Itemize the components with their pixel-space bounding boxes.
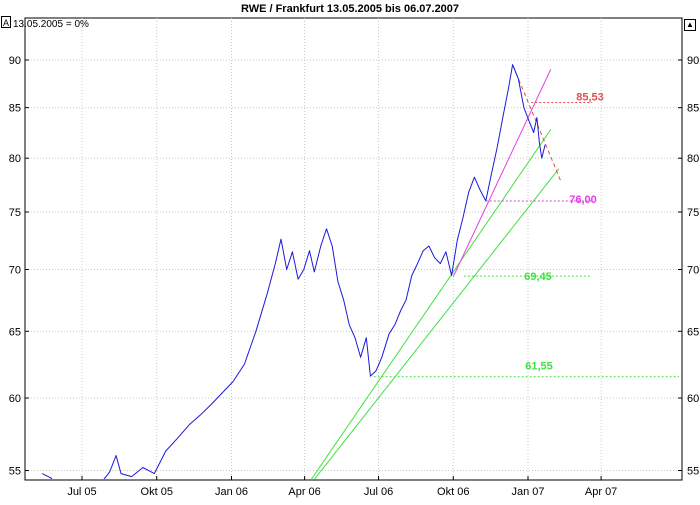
- plot-area: [24, 17, 683, 481]
- y-tick-label-right: 75: [687, 207, 699, 219]
- y-axis-right: 55 60 65 70 75 80 85 90: [678, 55, 699, 478]
- x-tick-label: Jan 07: [511, 486, 544, 498]
- trendline-2: [314, 168, 560, 479]
- level-label-1: 85,53: [576, 91, 604, 103]
- x-tick-label: Okt 05: [141, 486, 173, 498]
- level-lines: [373, 101, 680, 378]
- y-tick-label-left: 65: [9, 326, 21, 338]
- y-axis-left: 55 60 65 70 75 80 85 90: [9, 55, 29, 478]
- level-label-2: 76,00: [569, 194, 597, 206]
- chart-title: RWE / Frankfurt 13.05.2005 bis 06.07.200…: [241, 3, 459, 15]
- legend-note: 13.05.2005 = 0%: [13, 19, 89, 30]
- y-tick-label-left: 55: [9, 466, 21, 478]
- x-tick-label: Apr 06: [288, 486, 320, 498]
- y-tick-label-right: 60: [687, 393, 699, 405]
- x-tick-label: Jan 06: [215, 486, 248, 498]
- level-labels: 85,53 76,00 69,45 61,55: [524, 91, 604, 372]
- trendline-1: [310, 129, 552, 479]
- x-tick-label: Jul 05: [67, 486, 96, 498]
- y-tick-label-left: 60: [9, 393, 21, 405]
- x-tick-label: Okt 06: [437, 486, 469, 498]
- grid: [25, 18, 682, 480]
- trendline-3: [452, 69, 552, 277]
- y-tick-label-left: 85: [9, 103, 21, 115]
- mode-button[interactable]: A: [1, 16, 11, 28]
- y-tick-label-right: 90: [687, 55, 699, 67]
- trendlines: [310, 66, 561, 479]
- x-axis: Jul 05 Okt 05 Jan 06 Apr 06 Jul 06 Okt 06 Jan …: [67, 476, 617, 498]
- y-tick-label-right: 85: [687, 103, 699, 115]
- y-tick-label-left: 70: [9, 264, 21, 276]
- price-series: [41, 64, 546, 479]
- price-line: [41, 64, 546, 479]
- x-tick-label: Apr 07: [585, 486, 617, 498]
- y-tick-label-left: 90: [9, 55, 21, 67]
- x-tick-label: Jul 06: [364, 486, 393, 498]
- y-tick-label-right: 80: [687, 153, 699, 165]
- y-tick-label-right: 55: [687, 466, 699, 478]
- level-label-3: 69,45: [524, 271, 552, 283]
- y-tick-label-left: 80: [9, 153, 21, 165]
- y-tick-label-right: 65: [687, 326, 699, 338]
- y-tick-label-left: 75: [9, 207, 21, 219]
- y-tick-label-right: 70: [687, 264, 699, 276]
- scroll-up-icon[interactable]: ▲: [684, 19, 696, 31]
- level-label-4: 61,55: [525, 361, 553, 373]
